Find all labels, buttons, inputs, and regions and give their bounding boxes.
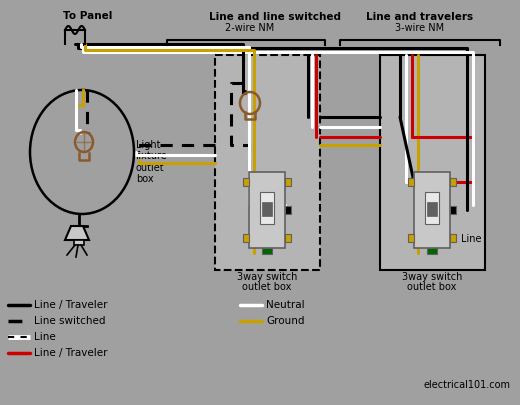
Bar (249, 172, 285, 248)
Bar (427, 202, 437, 216)
Bar (243, 234, 249, 242)
Bar (262, 202, 272, 216)
Bar (243, 178, 249, 186)
Text: Line: Line (461, 234, 481, 244)
Text: To Panel: To Panel (63, 11, 112, 21)
Bar (285, 178, 291, 186)
Text: 3way switch: 3way switch (237, 272, 297, 282)
Text: 2-wire NM: 2-wire NM (225, 23, 275, 33)
Bar (380, 55, 485, 270)
Text: outlet box: outlet box (242, 282, 292, 292)
Bar (262, 248, 272, 254)
Polygon shape (65, 226, 89, 240)
Text: outlet box: outlet box (407, 282, 457, 292)
Text: 3-wire NM: 3-wire NM (395, 23, 445, 33)
Bar (408, 178, 414, 186)
Text: Line switched: Line switched (34, 316, 106, 326)
Text: Line and line switched: Line and line switched (209, 12, 341, 22)
Bar (215, 55, 320, 270)
Text: Line and travelers: Line and travelers (367, 12, 474, 22)
Text: Line / Traveler: Line / Traveler (34, 300, 108, 310)
Text: Line: Line (34, 332, 56, 342)
Bar (285, 234, 291, 242)
Text: Light
fixture
outlet
box: Light fixture outlet box (136, 140, 168, 184)
Bar (450, 178, 456, 186)
Bar (427, 248, 437, 254)
Bar (285, 206, 291, 214)
Bar (414, 172, 450, 248)
Bar (408, 234, 414, 242)
Text: Neutral: Neutral (266, 300, 305, 310)
Text: electrical101.com: electrical101.com (423, 380, 510, 390)
Bar (450, 234, 456, 242)
Text: 3way switch: 3way switch (402, 272, 462, 282)
Bar (74, 240, 84, 245)
Text: Ground: Ground (266, 316, 305, 326)
Bar (425, 192, 439, 224)
Bar (450, 206, 456, 214)
Text: Line / Traveler: Line / Traveler (34, 348, 108, 358)
Bar (260, 192, 274, 224)
